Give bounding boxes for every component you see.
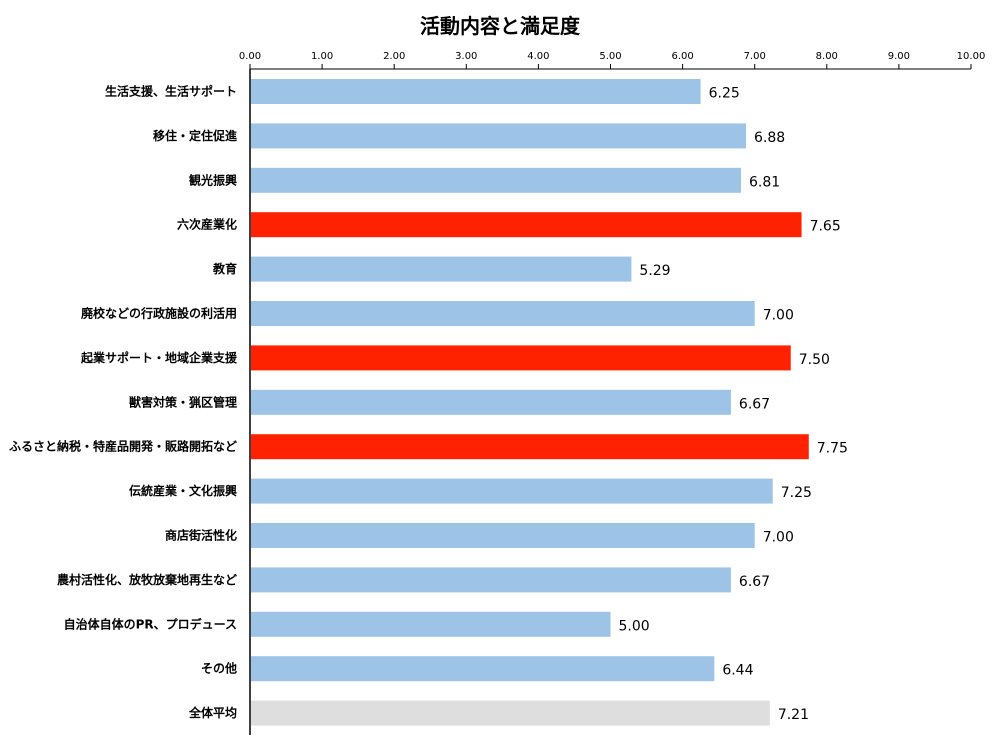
data-label: 7.00	[763, 530, 794, 546]
data-label: 6.88	[754, 130, 785, 146]
category-label: 自治体自体のPR、プロデュース	[64, 616, 237, 631]
x-tick-label: 6.00	[671, 51, 693, 62]
bar	[251, 79, 701, 104]
bar	[251, 389, 731, 415]
bar	[251, 700, 770, 726]
data-label: 7.00	[763, 308, 794, 324]
x-tick-label: 9.00	[888, 51, 910, 62]
bar	[251, 567, 731, 593]
category-label: 農村活性化、放牧放棄地再生など	[57, 572, 237, 587]
x-tick-label: 7.00	[744, 51, 766, 62]
data-label: 5.00	[619, 618, 650, 634]
x-tick-label: 5.00	[599, 51, 621, 62]
data-label: 7.65	[810, 219, 841, 235]
data-label: 6.44	[722, 663, 753, 679]
x-tick-label: 8.00	[816, 51, 838, 62]
category-label: 獣害対策・猟区管理	[129, 394, 237, 409]
bar	[251, 478, 773, 504]
data-label: 7.50	[799, 352, 830, 368]
bar	[251, 345, 791, 371]
bar	[251, 256, 632, 282]
bar	[251, 434, 809, 460]
bar	[251, 611, 611, 637]
category-label: 廃校などの行政施設の利活用	[81, 306, 237, 321]
category-label: 移住・定住促進	[153, 128, 238, 143]
data-label: 7.25	[781, 485, 812, 501]
x-tick-label: 4.00	[527, 51, 549, 62]
category-label: 商店街活性化	[165, 528, 237, 543]
bar	[251, 523, 755, 548]
data-label: 6.67	[739, 574, 770, 590]
bar	[251, 212, 802, 238]
x-tick-label: 3.00	[455, 51, 477, 62]
x-tick-label: 2.00	[383, 51, 405, 62]
data-label: 7.21	[778, 707, 809, 723]
bar	[251, 301, 755, 326]
x-tick-label: 1.00	[311, 51, 333, 62]
x-tick-label: 10.00	[957, 51, 986, 62]
data-label: 7.75	[817, 441, 848, 457]
category-label: 全体平均	[188, 705, 237, 720]
data-label: 6.25	[709, 86, 740, 102]
data-label: 6.81	[749, 174, 780, 190]
data-label: 6.67	[739, 396, 770, 412]
category-label: 教育	[212, 261, 237, 276]
category-label: 六次産業化	[177, 217, 237, 232]
category-label: 観光振興	[189, 172, 237, 187]
category-label: その他	[201, 661, 237, 676]
chart-title: 活動内容と満足度	[420, 14, 580, 38]
category-label: ふるさと納税・特産品開発・販路開拓など	[9, 439, 237, 454]
bar	[251, 167, 742, 193]
x-tick-label: 0.00	[239, 51, 261, 62]
bar	[251, 123, 747, 149]
category-label: 起業サポート・地域企業支援	[80, 350, 238, 365]
bar	[251, 656, 715, 682]
category-label: 生活支援、生活サポート	[105, 84, 237, 99]
category-label: 伝統産業・文化振興	[129, 483, 237, 498]
data-label: 5.29	[639, 263, 670, 279]
